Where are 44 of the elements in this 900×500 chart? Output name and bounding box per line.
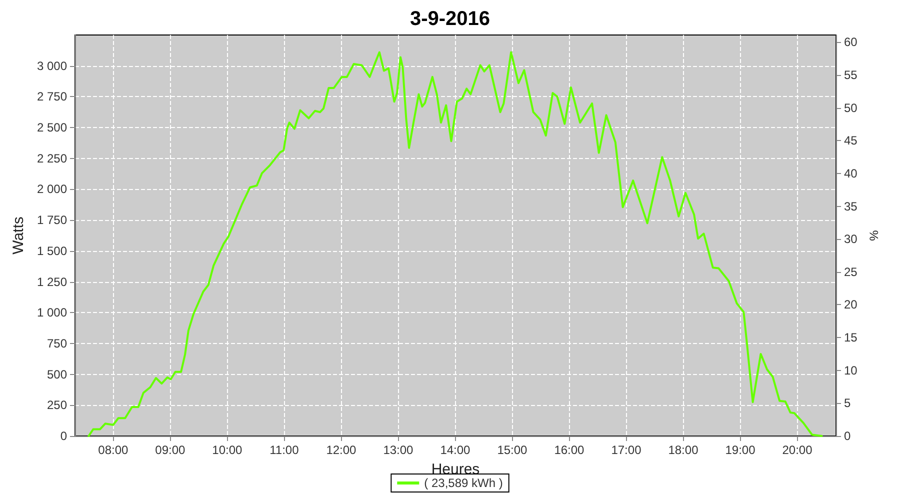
chart-title: 3-9-2016 <box>410 8 490 30</box>
x-tick-label: 13:00 <box>383 443 414 457</box>
y-tick-label: 1 000 <box>36 306 68 320</box>
y2-tick-label: 40 <box>844 166 858 180</box>
y2-tick-label: 5 <box>844 396 851 410</box>
y-tick-label: 2 250 <box>36 151 68 166</box>
x-tick-label: 19:00 <box>725 443 756 457</box>
x-tick-label: 12:00 <box>326 443 357 457</box>
y-tick-label: 3 000 <box>36 58 68 73</box>
y-tick-label: 500 <box>46 367 68 382</box>
line-series <box>88 51 823 437</box>
y2-tick-label: 55 <box>844 68 858 82</box>
y2-tick-label: 0 <box>844 429 851 443</box>
x-tick-label: 10:00 <box>212 443 243 457</box>
x-tick-label: 20:00 <box>782 443 813 457</box>
y-axis-title: Watts <box>10 216 28 254</box>
y-tick-label: 1 750 <box>36 213 68 228</box>
x-tick-label: 15:00 <box>497 443 528 457</box>
y-tick-label: 1 500 <box>36 244 68 258</box>
y2-tick-label: 60 <box>844 35 858 50</box>
y-tick-label: 2 000 <box>36 182 68 196</box>
y-tick-label: 2 500 <box>36 120 68 135</box>
y2-tick-label: 20 <box>844 298 858 312</box>
x-tick-label: 18:00 <box>668 443 699 457</box>
y2-tick-label: 30 <box>844 232 858 246</box>
y2-tick-label: 50 <box>844 100 858 115</box>
y-tick-label: 1 250 <box>36 274 68 289</box>
x-tick-label: 16:00 <box>554 443 585 457</box>
y-tick-label: 750 <box>46 336 68 350</box>
x-tick-label: 09:00 <box>155 443 186 457</box>
y-tick-label: 0 <box>60 429 68 443</box>
y-tick-label: 250 <box>46 398 68 412</box>
legend-label: ( 23,589 kWh ) <box>424 476 503 490</box>
x-tick-label: 11:00 <box>270 443 300 457</box>
y2-tick-label: 10 <box>844 363 858 378</box>
y2-tick-label: 35 <box>844 199 858 214</box>
y2-tick-label: 45 <box>844 134 858 148</box>
x-tick-label: 14:00 <box>440 443 471 457</box>
y2-axis-title: % <box>867 230 882 241</box>
x-tick-label: 08:00 <box>98 443 129 457</box>
x-tick-label: 17:00 <box>611 443 642 457</box>
y2-tick-label: 25 <box>844 264 858 279</box>
y2-tick-label: 15 <box>844 330 858 345</box>
y-tick-label: 2 750 <box>36 90 68 104</box>
